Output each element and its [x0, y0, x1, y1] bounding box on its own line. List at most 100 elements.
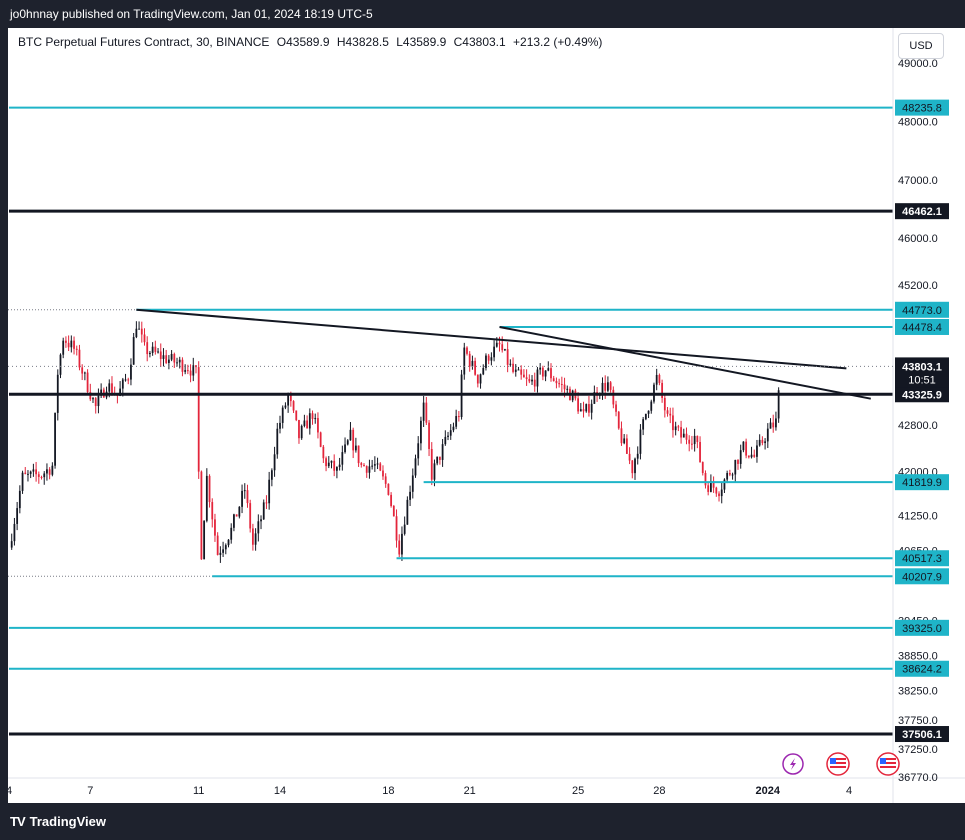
- candle-body: [593, 392, 596, 404]
- candle-body: [401, 533, 403, 555]
- price-tag-label: 38624.2: [902, 664, 942, 676]
- candle-body: [268, 479, 271, 504]
- candle-body: [612, 389, 615, 405]
- candle-body: [289, 394, 292, 402]
- currency-button[interactable]: USD: [898, 33, 944, 59]
- y-tick-label: 38850.0: [898, 651, 938, 663]
- candle-body: [650, 401, 653, 411]
- price-tag-label: 41819.9: [902, 477, 942, 489]
- candle-body: [466, 347, 468, 354]
- candle-body: [420, 420, 422, 444]
- candle-body: [222, 549, 224, 553]
- candle-body: [512, 363, 514, 372]
- candle-body: [157, 351, 159, 353]
- candle-body: [731, 474, 734, 476]
- price-tag: [895, 318, 949, 335]
- candle-body: [81, 367, 84, 374]
- candle-body: [487, 355, 490, 361]
- candle-body: [661, 382, 664, 398]
- candle-body: [159, 351, 162, 359]
- candle-body: [422, 402, 425, 421]
- candle-body: [78, 349, 81, 368]
- candle-body: [108, 383, 111, 392]
- candle-body: [138, 328, 140, 330]
- candle-body: [639, 429, 642, 454]
- candle-body: [119, 388, 122, 396]
- candle-body: [528, 379, 531, 382]
- candle-body: [338, 464, 341, 468]
- candle-body: [62, 340, 65, 355]
- candle-body: [219, 552, 222, 555]
- candle-body: [655, 374, 658, 385]
- trendline[interactable]: [499, 325, 871, 400]
- candle-body: [604, 382, 607, 391]
- candle-body: [162, 355, 165, 359]
- high-value: H43828.5: [336, 35, 389, 49]
- candle-body: [685, 433, 688, 440]
- candle-body: [644, 413, 647, 420]
- us-flag-icon-partial[interactable]: [876, 752, 900, 776]
- candle-body: [712, 481, 715, 488]
- x-tick-label: 21: [464, 785, 476, 797]
- candle-body: [314, 418, 317, 420]
- publisher-text: jo0hnnay published on TradingView.com, J…: [10, 7, 373, 21]
- y-tick-label: 46000.0: [898, 233, 938, 245]
- candle-body: [176, 362, 178, 364]
- candle-body: [425, 402, 428, 423]
- price-tag: [895, 726, 949, 743]
- candle-body: [715, 487, 718, 494]
- candle-body: [317, 418, 319, 433]
- candle-body: [308, 413, 311, 429]
- candle-body: [143, 334, 146, 343]
- tradingview-logo[interactable]: TV TradingView: [10, 814, 106, 829]
- candle-body: [86, 372, 89, 392]
- candle-body: [368, 466, 371, 473]
- candle-body: [365, 466, 368, 473]
- candle-body: [387, 483, 390, 495]
- candle-body: [666, 410, 669, 414]
- x-tick-label: 14: [274, 785, 286, 797]
- chart-panel[interactable]: 49000.0 48000.0 47000.0 46000.0 45200.0 42800…: [8, 28, 965, 803]
- price-tag: [895, 660, 949, 677]
- candle-body: [485, 355, 487, 369]
- price-chart[interactable]: 49000.0 48000.0 47000.0 46000.0 45200.0 42800…: [8, 28, 965, 803]
- x-tick-label: 4: [8, 785, 12, 797]
- candle-body: [94, 398, 97, 407]
- candle-body: [775, 418, 777, 428]
- candle-body: [70, 340, 73, 348]
- brand-name: TradingView: [29, 814, 106, 829]
- candle-body: [560, 384, 563, 386]
- candle-body: [704, 473, 707, 486]
- candle-body: [452, 426, 455, 431]
- candle-body: [65, 340, 67, 343]
- candle-body: [333, 460, 336, 471]
- candle-body: [322, 446, 325, 459]
- candle-body: [777, 390, 780, 419]
- candle-body: [376, 463, 379, 465]
- candle-body: [607, 382, 609, 391]
- candle-body: [243, 490, 246, 492]
- candle-body: [490, 357, 493, 361]
- candle-body: [409, 491, 411, 500]
- candle-body: [620, 428, 623, 444]
- candle-body: [718, 493, 720, 497]
- x-tick-label: 11: [193, 785, 204, 797]
- candle-body: [124, 379, 127, 381]
- candle-body: [444, 436, 447, 445]
- candle-body: [27, 473, 29, 475]
- open-value: O43589.9: [276, 35, 330, 49]
- candle-body: [195, 365, 197, 368]
- candle-body: [590, 403, 593, 413]
- candle-body: [262, 502, 265, 520]
- candle-body: [728, 472, 731, 475]
- candle-body: [550, 368, 552, 379]
- price-tag-label: 39325.0: [902, 623, 942, 635]
- candle-body: [582, 409, 585, 412]
- lightning-icon[interactable]: [782, 753, 804, 775]
- candle-body: [398, 540, 401, 555]
- us-flag-icon[interactable]: [826, 752, 850, 776]
- candle-body: [417, 443, 420, 459]
- trendline[interactable]: [136, 308, 847, 370]
- symbol-name[interactable]: BTC Perpetual Futures Contract, 30, BINA…: [18, 35, 270, 49]
- candle-body: [395, 516, 398, 541]
